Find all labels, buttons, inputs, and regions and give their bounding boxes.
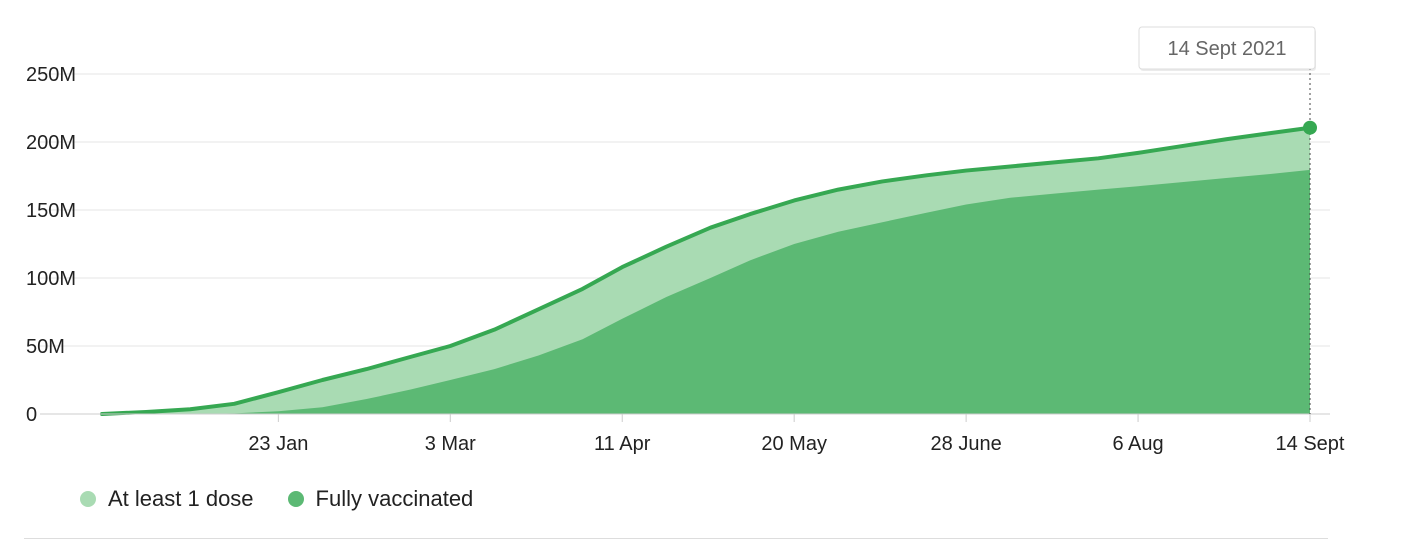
legend: At least 1 dose Fully vaccinated [80, 486, 473, 512]
x-tick-label: 11 Apr [594, 433, 651, 455]
y-tick-label: 200M [26, 132, 76, 154]
tooltip-box [1138, 26, 1316, 70]
x-tick-label: 3 Mar [425, 433, 476, 455]
legend-label-at-least-one-dose: At least 1 dose [108, 486, 254, 511]
y-tick-label: 150M [26, 200, 76, 222]
y-tick-label: 100M [26, 268, 76, 290]
series-areas [100, 125, 1312, 416]
line-at-least-one-dose [100, 125, 1312, 416]
x-tick-label: 20 May [761, 433, 827, 455]
y-tick-label: 0 [26, 404, 37, 426]
area-fully-vaccinated [102, 169, 1310, 414]
legend-dot-fully-vaccinated [287, 491, 304, 507]
highlight-point[interactable] [1303, 120, 1317, 135]
legend-label-fully-vaccinated: Fully vaccinated [315, 486, 474, 511]
bottom-divider [24, 538, 1328, 539]
x-axis-tick-labels: 23 Jan 3 Mar 11 Apr 20 May 28 June 6 Aug 14 Se… [248, 433, 1345, 455]
x-tick-label: 14 Sept [1276, 433, 1345, 455]
tooltip-label: 14 Sept 2021 [1168, 38, 1287, 60]
highlight: 14 Sept 2021 [1138, 26, 1317, 414]
legend-item-fully-vaccinated[interactable]: Fully vaccinated [287, 486, 474, 512]
x-tick-label: 23 Jan [248, 433, 308, 455]
legend-dot-at-least-one-dose [80, 491, 96, 507]
y-tick-label: 50M [26, 336, 65, 358]
x-tick-label: 28 June [931, 433, 1002, 455]
vaccination-chart: 0 50M 100M 150M 200M 250M 23 Jan 3 Mar 11 Apr 20… [26, 26, 1345, 455]
legend-item-at-least-one-dose[interactable]: At least 1 dose [80, 486, 254, 512]
x-tick-label: 6 Aug [1112, 433, 1163, 455]
x-axis [40, 413, 1330, 422]
y-tick-label: 250M [26, 64, 76, 86]
y-axis-tick-labels: 0 50M 100M 150M 200M 250M [26, 64, 76, 426]
